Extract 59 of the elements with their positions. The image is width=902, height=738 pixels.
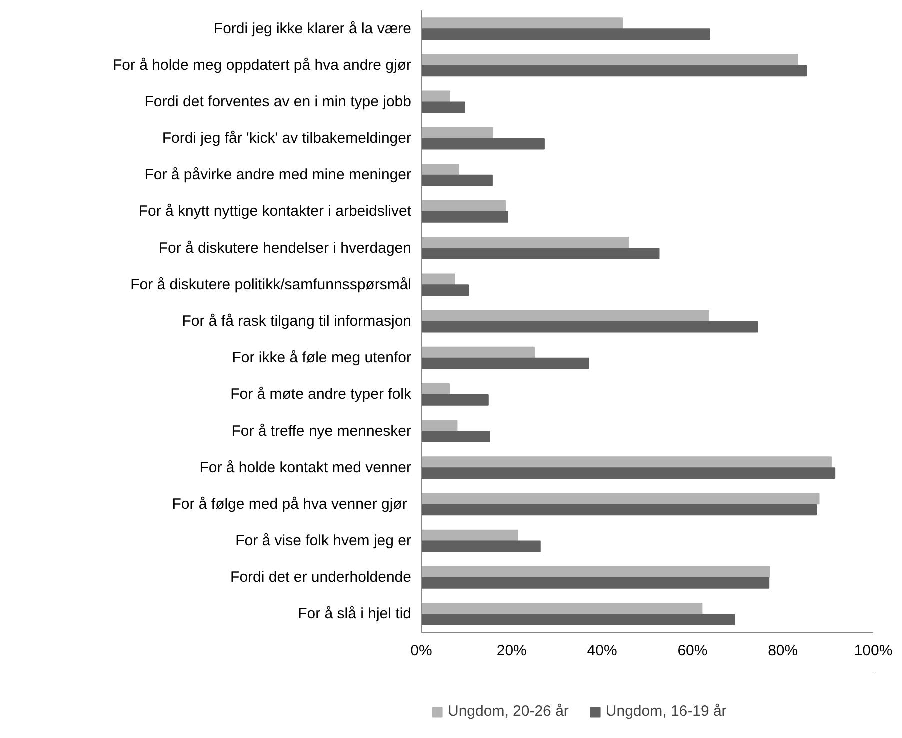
y-tick-label: For å diskutere hendelser i hverdagen (158, 240, 412, 257)
bar (422, 164, 460, 176)
y-tick-label: Fordi det forventes av en i min type jobb (144, 93, 412, 110)
bar (422, 577, 770, 589)
bar (422, 394, 489, 406)
y-tick-label: Fordi jeg får 'kick' av tilbakemeldinger (162, 130, 412, 148)
x-tick-label: 100% (854, 642, 893, 660)
bar (422, 248, 660, 260)
y-tick-label: For å påvirke andre med mine meninger (144, 166, 412, 184)
bar (422, 174, 493, 186)
bar (422, 284, 470, 296)
bar (422, 102, 466, 114)
y-tick-label: For å følge med på hva venner gjør (172, 496, 408, 513)
y-tick-label: For å knytt nyttige kontakter i arbeidslivet (138, 203, 412, 220)
bar (422, 468, 836, 480)
bar (422, 321, 758, 333)
bar (422, 65, 808, 77)
y-tick-label: For å holde kontakt med venner (200, 459, 412, 476)
legend-label: Ungdom, 16-19 år (606, 703, 727, 720)
bar (422, 493, 820, 505)
x-tick-label: 40% (587, 642, 618, 660)
bar (422, 127, 494, 139)
y-tick-label: For å slå i hjel tid (298, 606, 412, 623)
bar (422, 28, 710, 40)
bar (422, 456, 832, 468)
bar (422, 358, 590, 370)
bar (422, 237, 630, 249)
bar (422, 200, 506, 212)
bar (422, 18, 624, 30)
bar (422, 274, 456, 286)
bar (422, 138, 545, 150)
bar (422, 540, 541, 552)
bar (422, 54, 799, 66)
x-tick-label: 0% (410, 642, 432, 660)
bar (422, 566, 770, 578)
y-tick-label: Fordi jeg ikke klarer å la være (214, 20, 412, 38)
y-tick-label: Fordi det er underholdende (230, 569, 412, 586)
y-tick-label: For å diskutere politikk/samfunnsspørsmål (130, 276, 412, 294)
x-tick-label: 20% (496, 642, 527, 660)
bar (422, 504, 818, 516)
bar (422, 346, 535, 358)
y-tick-label: For å treffe nye mennesker (232, 422, 412, 440)
bar (422, 310, 710, 322)
bar (422, 603, 703, 614)
bar (422, 614, 736, 626)
bar (422, 431, 490, 442)
bar (422, 90, 450, 102)
x-tick-label: 60% (678, 642, 708, 660)
y-tick-label: For å møte andre typer folk (230, 386, 412, 404)
bar (422, 420, 458, 432)
x-tick-label: 80% (768, 642, 798, 660)
y-tick-label: For å holde meg oppdatert på hva andre gjør (112, 56, 412, 74)
bar (422, 212, 508, 223)
y-tick-label: For å vise folk hvem jeg er (236, 532, 412, 550)
bar (422, 530, 518, 542)
legend-label: Ungdom, 20-26 år (448, 703, 569, 720)
bar (422, 383, 450, 395)
y-tick-label: For å få rask tilgang til informasjon (182, 313, 412, 330)
y-tick-label: For ikke å føle meg utenfor (232, 350, 412, 367)
